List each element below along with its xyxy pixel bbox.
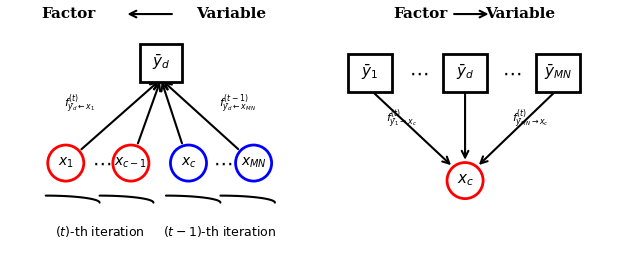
Circle shape	[113, 145, 149, 181]
Text: $\bar{y}_1$: $\bar{y}_1$	[361, 63, 379, 82]
Text: $(t-1)$-th iteration: $(t-1)$-th iteration	[163, 225, 276, 239]
Text: $x_1$: $x_1$	[58, 156, 74, 170]
Text: $x_c$: $x_c$	[180, 156, 197, 170]
Text: $f_{\bar{y}_1 \rightarrow x_c}^{(t)}$: $f_{\bar{y}_1 \rightarrow x_c}^{(t)}$	[386, 108, 417, 131]
Text: Variable: Variable	[196, 7, 266, 21]
FancyBboxPatch shape	[536, 54, 580, 92]
Text: $\cdots$: $\cdots$	[502, 63, 521, 82]
Circle shape	[170, 145, 207, 181]
Text: Factor: Factor	[393, 7, 447, 21]
Text: Variable: Variable	[485, 7, 555, 21]
Circle shape	[447, 163, 483, 199]
FancyBboxPatch shape	[140, 44, 182, 82]
Circle shape	[235, 145, 272, 181]
Text: $f_{\bar{y}_d \leftarrow x_1}^{(t)}$: $f_{\bar{y}_d \leftarrow x_1}^{(t)}$	[64, 92, 95, 116]
Text: $\cdots$: $\cdots$	[213, 154, 232, 173]
Text: $f_{\bar{y}_{MN} \rightarrow x_c}^{(t)}$: $f_{\bar{y}_{MN} \rightarrow x_c}^{(t)}$	[512, 108, 548, 131]
Text: $\cdots$: $\cdots$	[409, 63, 428, 82]
Text: $\bar{y}_d$: $\bar{y}_d$	[151, 53, 170, 72]
Text: $\cdots$: $\cdots$	[93, 154, 111, 173]
FancyBboxPatch shape	[443, 54, 487, 92]
Text: $(t)$-th iteration: $(t)$-th iteration	[54, 225, 145, 239]
Text: $x_{MN}$: $x_{MN}$	[240, 156, 267, 170]
Text: $x_{c-1}$: $x_{c-1}$	[115, 156, 148, 170]
Text: $x_c$: $x_c$	[456, 173, 474, 188]
Text: $\bar{y}_d$: $\bar{y}_d$	[456, 63, 475, 82]
FancyBboxPatch shape	[348, 54, 392, 92]
Circle shape	[48, 145, 84, 181]
Text: Factor: Factor	[41, 7, 95, 21]
Text: $f_{\bar{y}_d \leftarrow x_{MN}}^{(t-1)}$: $f_{\bar{y}_d \leftarrow x_{MN}}^{(t-1)}…	[219, 92, 256, 116]
Text: $\bar{y}_{MN}$: $\bar{y}_{MN}$	[543, 63, 572, 82]
